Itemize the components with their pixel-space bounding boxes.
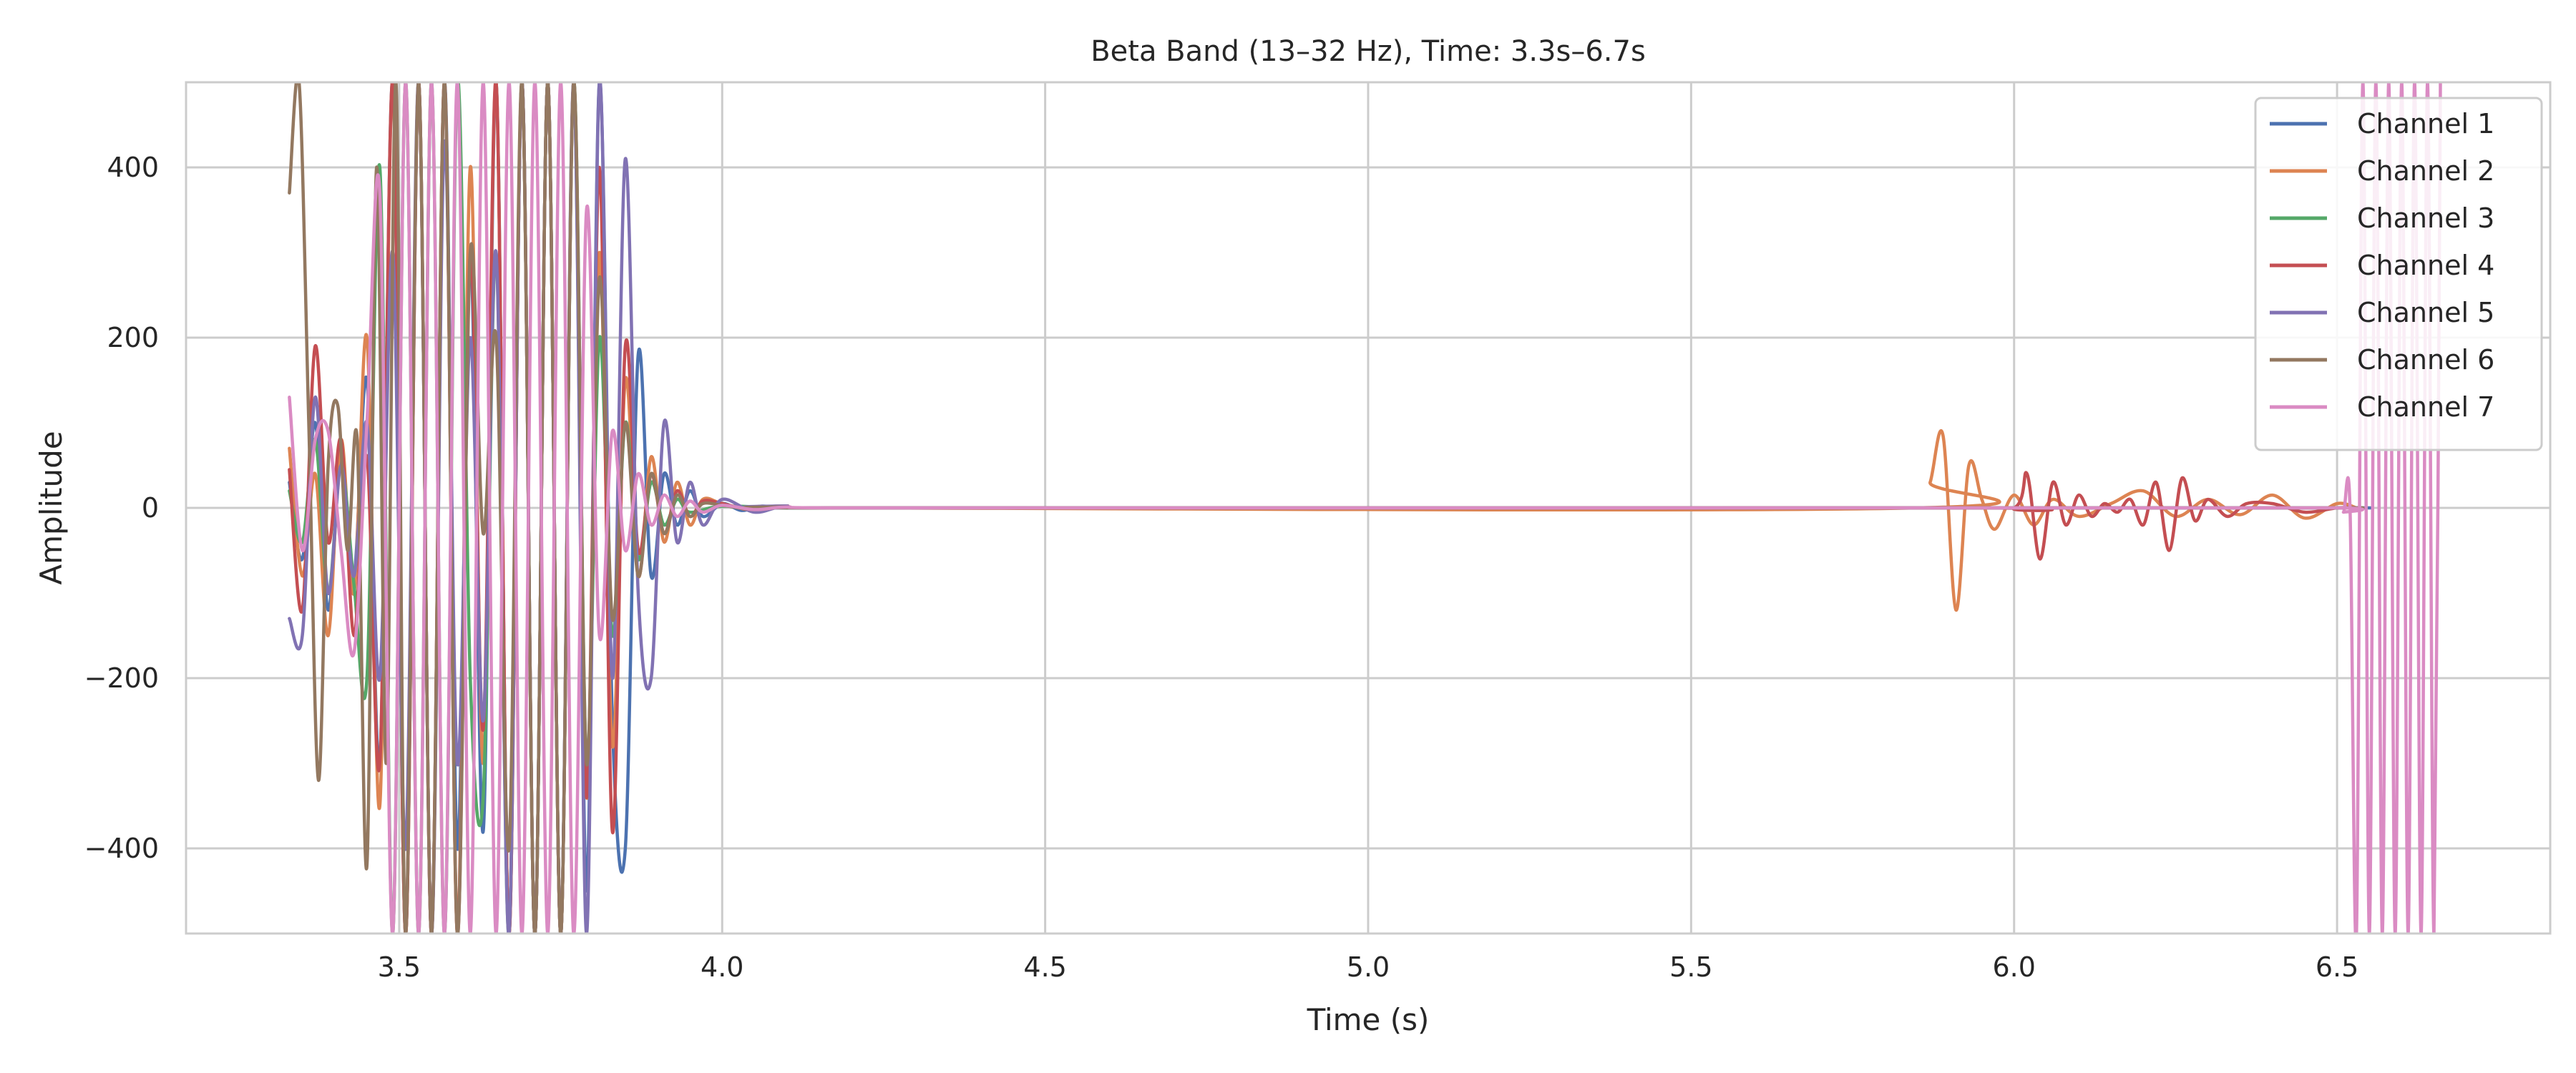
y-tick-label: −400 <box>84 833 159 864</box>
x-tick-label: 3.5 <box>378 951 421 983</box>
x-tick-label: 4.0 <box>701 951 743 983</box>
x-tick-label: 5.0 <box>1347 951 1390 983</box>
series-lines <box>288 82 2442 934</box>
legend-label: Channel 6 <box>2357 344 2494 376</box>
legend-label: Channel 7 <box>2357 391 2494 423</box>
y-tick-label: 400 <box>107 152 159 183</box>
legend-label: Channel 5 <box>2357 297 2494 328</box>
x-tick-label: 6.0 <box>1993 951 2036 983</box>
legend-label: Channel 2 <box>2357 155 2494 187</box>
y-tick-label: −200 <box>84 662 159 694</box>
legend-label: Channel 4 <box>2357 250 2494 281</box>
legend: Channel 1 Channel 2 Channel 3 Channel 4 Chan… <box>2254 97 2543 451</box>
chart-title: Beta Band (13–32 Hz), Time: 3.3s–6.7s <box>1091 35 1646 68</box>
y-tick-label: 0 <box>142 492 159 524</box>
y-axis: −400 −200 0 200 400 <box>84 152 159 864</box>
legend-label: Channel 1 <box>2357 108 2494 139</box>
series-line-channel-6 <box>288 82 2365 934</box>
x-tick-label: 5.5 <box>1669 951 1712 983</box>
x-tick-label: 6.5 <box>2316 951 2358 983</box>
x-axis-label: Time (s) <box>1307 1002 1430 1037</box>
legend-label: Channel 3 <box>2357 202 2494 234</box>
x-axis: 3.5 4.0 4.5 5.0 5.5 6.0 6.5 <box>378 951 2359 983</box>
y-tick-label: 200 <box>107 322 159 353</box>
y-axis-label: Amplitude <box>34 431 69 584</box>
plot-frame <box>185 81 2552 935</box>
series-line-channel-7 <box>288 82 2442 934</box>
legend-frame <box>2254 97 2543 451</box>
x-tick-label: 4.5 <box>1023 951 1066 983</box>
